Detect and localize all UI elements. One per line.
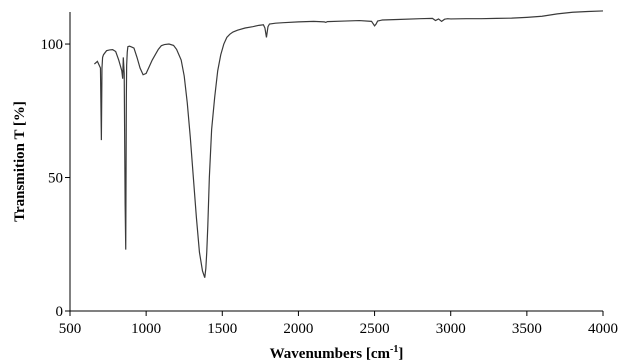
x-tick-label: 2000 xyxy=(283,321,313,337)
y-axis-ticks: 0 50 100 xyxy=(41,37,70,320)
x-tick-label: 1000 xyxy=(131,321,161,337)
y-tick-label: 100 xyxy=(41,37,64,53)
x-axis-title: Wavenumbers [cm-1] xyxy=(270,344,404,362)
x-axis-title-superscript: -1 xyxy=(390,344,398,355)
y-axis-title: Transmition T [%] xyxy=(12,101,28,222)
plot-area xyxy=(93,10,604,278)
x-tick-label: 3000 xyxy=(436,321,466,337)
x-tick-label: 4000 xyxy=(588,321,618,337)
x-tick-label: 1500 xyxy=(207,321,237,337)
x-tick-label: 500 xyxy=(59,321,82,337)
y-tick-label: 0 xyxy=(56,304,64,320)
x-axis-title-main: Wavenumbers [cm xyxy=(270,346,391,362)
y-tick-label: 50 xyxy=(48,171,63,187)
x-axis-title-suffix: ] xyxy=(398,346,403,362)
x-tick-label: 3500 xyxy=(512,321,542,337)
spectrum-series-line xyxy=(93,10,604,278)
x-axis-ticks: 500 1000 1500 2000 2500 3000 3500 4000 xyxy=(59,311,618,337)
x-tick-label: 2500 xyxy=(360,321,390,337)
